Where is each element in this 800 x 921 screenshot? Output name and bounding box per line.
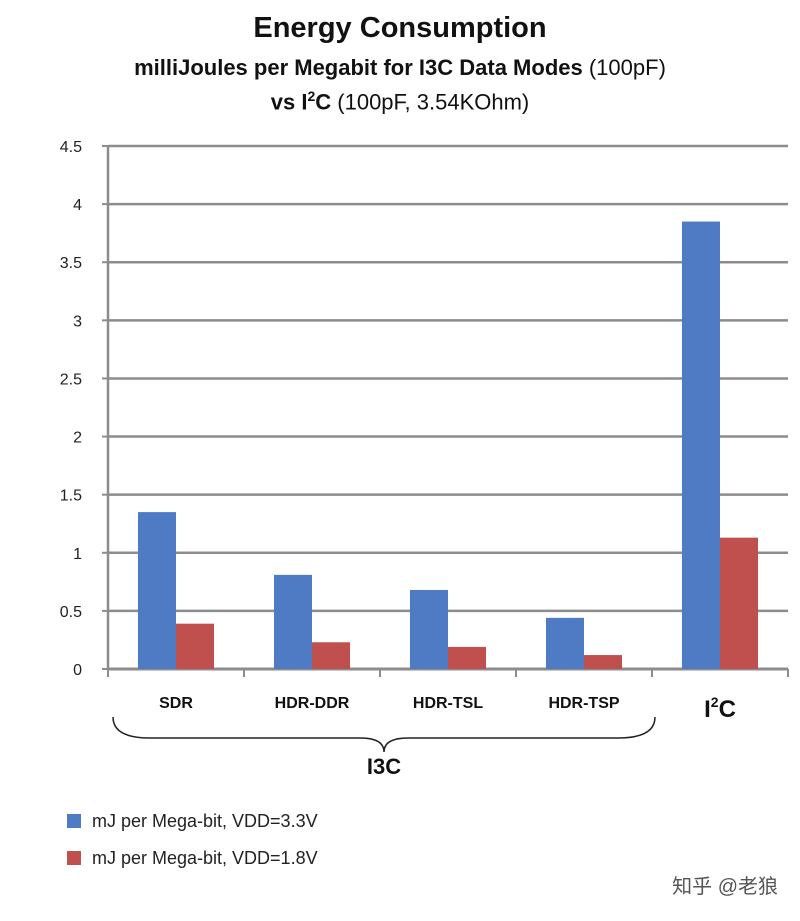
legend-label: mJ per Mega-bit, VDD=3.3V	[92, 811, 318, 831]
bar-hdr-tsl-series2	[448, 646, 486, 669]
x-tick-label-i2c: I2C	[704, 694, 736, 723]
x-tick-label: HDR-DDR	[275, 695, 350, 712]
group-label: I3C	[367, 754, 401, 779]
bar-hdr-ddr-series1	[274, 574, 312, 669]
bar-hdr-tsl-series1	[410, 589, 448, 669]
y-tick-label: 0	[73, 662, 82, 679]
y-tick-label: 1	[73, 546, 82, 563]
legend-swatch	[67, 814, 81, 828]
subtitle2-sup: 2	[307, 88, 316, 104]
y-tick-label: 0.5	[60, 604, 82, 621]
y-tick-label: 2.5	[60, 371, 82, 388]
x-tick-label: HDR-TSL	[413, 695, 483, 712]
y-tick-label: 3	[73, 313, 82, 330]
bar-sdr-series2	[176, 623, 214, 669]
y-tick-label: 4	[73, 197, 82, 214]
y-tick-label: 4.5	[60, 139, 82, 156]
subtitle2-suffix: C	[315, 89, 332, 115]
bar-i2c-series1	[682, 221, 720, 670]
group-brace	[112, 716, 656, 753]
chart-title: Energy Consumption	[253, 12, 547, 44]
legend-label: mJ per Mega-bit, VDD=1.8V	[92, 848, 318, 868]
watermark: 知乎 @老狼	[672, 876, 778, 898]
x-tick-label: SDR	[159, 695, 193, 712]
y-tick-label: 1.5	[60, 488, 82, 505]
subtitle2-normal: (100pF, 3.54KOhm)	[337, 89, 530, 115]
bar-hdr-tsp-series1	[546, 617, 584, 669]
legend-swatch	[67, 851, 81, 865]
chart-subtitle: milliJoules per Megabit for I3C Data Mod…	[0, 55, 800, 81]
bar-hdr-ddr-series2	[312, 642, 350, 669]
bar-i2c-series2	[720, 537, 758, 669]
subtitle2-prefix: vs I	[270, 89, 308, 115]
bar-hdr-tsp-series2	[584, 655, 622, 669]
x-tick-label: HDR-TSP	[548, 695, 619, 712]
chart-subtitle-2: vs I2C (100pF, 3.54KOhm)	[0, 88, 800, 115]
subtitle-bold: milliJoules per Megabit for I3C Data Mod…	[134, 55, 583, 80]
subtitle-normal: (100pF)	[588, 55, 666, 80]
y-tick-label: 3.5	[60, 255, 82, 272]
y-tick-label: 2	[73, 430, 82, 447]
bar-sdr-series1	[138, 512, 176, 669]
